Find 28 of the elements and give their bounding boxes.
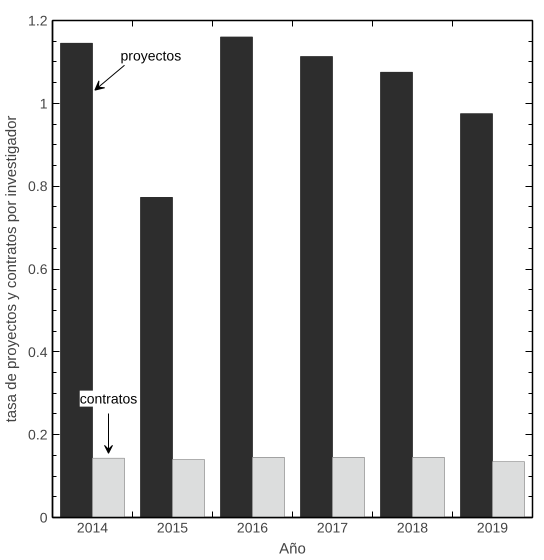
x-tick-label: 2017 [316,520,348,536]
bar [332,457,365,518]
y-tick-label: 0.4 [28,344,48,360]
text: contratos [80,390,138,407]
bar [492,461,525,518]
y-tick-label: 0.8 [28,178,48,194]
y-axis-title: tasa de proyectos y contratos por investigador [3,116,20,422]
bar [172,459,205,518]
bar [460,113,493,518]
series-label: proyectos [120,47,182,64]
x-tick-label: 2016 [236,520,268,536]
y-tick-label: 0 [40,510,48,526]
x-axis-title: Año [279,540,306,558]
y-tick-label: 1.2 [28,12,48,28]
bar [380,72,413,518]
y-tick-label: 0.2 [28,426,48,443]
x-tick-label: 2014 [76,520,108,536]
y-tick-label: 1 [40,95,48,112]
bar [140,196,173,518]
y-tick-label: 0.6 [28,261,48,277]
x-tick-label: 2018 [396,520,428,536]
x-tick-label: 2019 [476,520,508,536]
bar [252,457,285,518]
bar [92,458,125,518]
bar [220,36,253,518]
bar [300,56,333,518]
x-tick-label: 2015 [156,520,188,536]
bar [412,457,445,518]
